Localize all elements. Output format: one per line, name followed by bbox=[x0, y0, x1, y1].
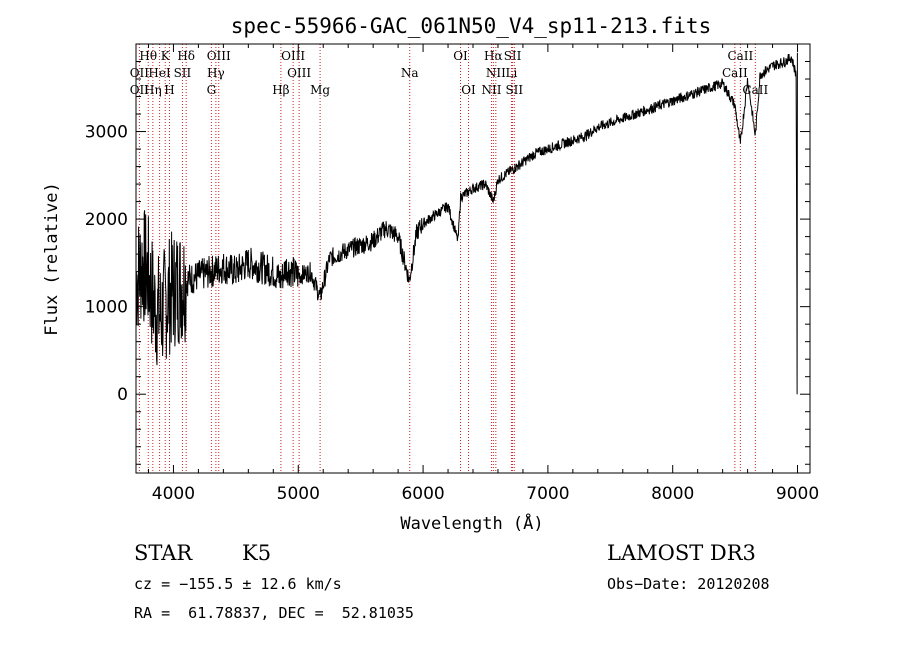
x-tick-label: 4000 bbox=[152, 484, 195, 504]
line-label: Hδ bbox=[177, 49, 195, 63]
line-label: K bbox=[161, 49, 171, 63]
line-label: CaII bbox=[727, 49, 753, 63]
object-class: STAR bbox=[134, 541, 193, 565]
line-label: Hη bbox=[144, 83, 162, 97]
line-label: NII bbox=[481, 83, 501, 97]
line-label: Hβ bbox=[272, 83, 289, 97]
line-label: OII bbox=[130, 83, 150, 97]
line-label: Hα bbox=[484, 49, 503, 63]
line-label: H bbox=[164, 83, 174, 97]
spectrum-line bbox=[135, 52, 798, 395]
x-axis-label: Wavelength (Å) bbox=[400, 512, 543, 534]
plot-frame bbox=[135, 43, 811, 474]
coordinates: RA = 61.78837, DEC = 52.81035 bbox=[134, 604, 414, 622]
object-subclass: K5 bbox=[242, 541, 272, 565]
chart-title: spec-55966-GAC_061N50_V4_sp11-213.fits bbox=[231, 14, 711, 38]
line-label: G bbox=[207, 83, 217, 97]
y-tick-label: 1000 bbox=[85, 298, 128, 318]
line-label: Hγ bbox=[207, 66, 225, 80]
observation-date: Obs−Date: 20120208 bbox=[607, 575, 770, 593]
x-tick-label: 6000 bbox=[401, 484, 444, 504]
line-label: OIII bbox=[281, 49, 305, 63]
line-label: Hθ bbox=[139, 49, 157, 63]
x-tick-label: 8000 bbox=[651, 484, 694, 504]
line-label: OIII bbox=[207, 49, 231, 63]
y-tick-label: 0 bbox=[117, 385, 128, 405]
survey-name: LAMOST DR3 bbox=[607, 541, 756, 565]
line-label: OI bbox=[453, 49, 468, 63]
line-label: NII bbox=[486, 66, 506, 80]
redshift-cz: cz = −155.5 ± 12.6 km/s bbox=[134, 575, 342, 593]
y-tick-label: 3000 bbox=[85, 123, 128, 143]
line-label: HeI bbox=[148, 66, 171, 80]
line-label: OII bbox=[130, 66, 150, 80]
line-label: SII bbox=[505, 83, 523, 97]
x-tick-label: 9000 bbox=[776, 484, 819, 504]
line-label: Mg bbox=[310, 83, 330, 97]
line-label: SII bbox=[174, 66, 192, 80]
line-label: Li bbox=[506, 66, 518, 80]
line-label: Na bbox=[401, 66, 419, 80]
x-tick-label: 5000 bbox=[277, 484, 320, 504]
line-label: CaII bbox=[722, 66, 748, 80]
axis-ticks: 4000 5000 6000 7000 8000 9000 0 1000 2000 3000 bbox=[85, 44, 819, 504]
y-tick-label: 2000 bbox=[85, 210, 128, 230]
x-tick-label: 7000 bbox=[526, 484, 569, 504]
line-label: SII bbox=[504, 49, 522, 63]
y-axis-label: Flux (relative) bbox=[42, 182, 62, 336]
line-label: OIII bbox=[287, 66, 311, 80]
line-label: OI bbox=[461, 83, 476, 97]
